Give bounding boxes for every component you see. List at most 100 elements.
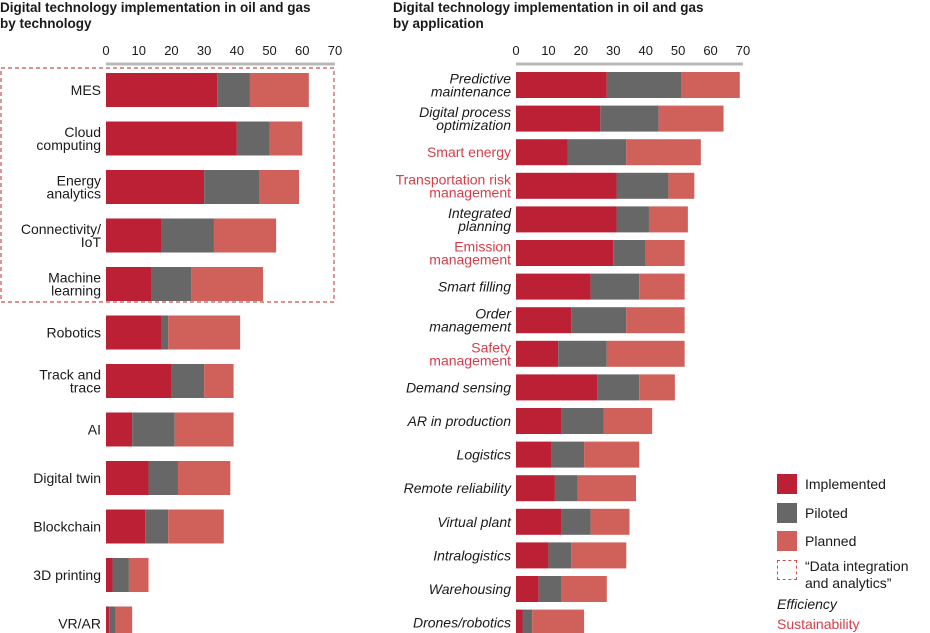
chart0-tick-label: 70 [328, 43, 342, 58]
legend-dashed-line-1: “Data integration [805, 558, 909, 574]
chart0-bar-planned [174, 412, 234, 447]
chart1-bar-piloted [522, 609, 533, 633]
chart1-bar-implemented [516, 340, 559, 367]
chart0-category-label: computing [36, 137, 101, 153]
chart1-category-label: Emission [454, 239, 511, 255]
chart0-bar-planned [168, 509, 224, 544]
chart1-category-label: Integrated [448, 205, 512, 221]
chart1-tick-label: 20 [574, 43, 588, 58]
chart1-bar-piloted [613, 240, 646, 266]
chart0-tick-label: 40 [230, 43, 244, 58]
chart0-tick-label: 50 [262, 43, 276, 58]
chart1-category-label: Logistics [457, 447, 511, 463]
chart1-category-label: management [429, 352, 511, 368]
legend-label-planned: Planned [805, 533, 857, 549]
legend-label-implemented: Implemented [805, 476, 886, 492]
chart0-category-label: MES [71, 82, 101, 98]
chart0-bar-implemented [106, 315, 162, 350]
chart0-bar-implemented [106, 73, 218, 107]
chart0-bar-piloted [109, 606, 116, 633]
chart1-bar-piloted [606, 72, 682, 98]
chart0-category-label: Energy [57, 173, 101, 189]
chart1-bar-implemented [516, 307, 572, 334]
legend-swatch-planned [777, 531, 797, 551]
chart0-bar-planned [249, 73, 309, 107]
chart0-bar-implemented [106, 121, 237, 156]
chart1-bar-implemented [516, 105, 601, 132]
right-chart-title: Digital technology implementation in oil… [393, 0, 704, 32]
chart1-bar-implemented [516, 609, 523, 633]
chart1-bar-implemented [516, 206, 617, 233]
chart0-bar-piloted [217, 73, 250, 107]
chart0-bar-piloted [161, 218, 214, 253]
chart0-bar-implemented [106, 412, 133, 447]
chart1-bar-implemented [516, 172, 617, 199]
chart1-bar-piloted [571, 307, 627, 334]
chart0-bar-planned [177, 461, 231, 495]
chart1-bar-implemented [516, 576, 539, 602]
chart1-bar-piloted [616, 206, 649, 233]
chart0-tick-label: 0 [102, 43, 109, 58]
chart0-bar-piloted [204, 170, 260, 204]
chart1-category-label: Transportation risk [396, 171, 512, 187]
chart1-category-label: Virtual plant [437, 514, 512, 530]
chart0-category-label: Connectivity/ [21, 221, 101, 237]
chart1-bar-implemented [516, 508, 562, 535]
chart0-bar-planned [168, 315, 241, 350]
chart1-bar-planned [532, 609, 585, 633]
chart0-bar-implemented [106, 218, 162, 253]
chart1-category-label: management [429, 252, 511, 268]
legend-efficiency: Efficiency [777, 596, 837, 612]
chart1-category-label: planning [457, 218, 511, 234]
chart0-tick-label: 60 [295, 43, 309, 58]
chart1-bar-planned [577, 475, 636, 502]
chart0-bar-implemented [106, 509, 146, 544]
chart0-bar-implemented [106, 606, 110, 633]
legend-dashed-line-2: and analytics” [805, 575, 892, 591]
chart1-bar-piloted [590, 273, 640, 300]
chart1-category-label: optimization [436, 117, 511, 133]
chart0-bar-planned [259, 170, 300, 204]
chart0-bar-implemented [106, 364, 172, 398]
chart0-bar-piloted [112, 558, 129, 592]
chart1-bar-planned [639, 273, 685, 300]
chart1-category-label: Order [475, 306, 512, 322]
left-title-line-1: Digital technology implementation in oil… [0, 0, 311, 15]
chart1-bar-planned [626, 307, 685, 334]
right-title-line-2: by application [393, 16, 484, 31]
chart1-bar-planned [658, 105, 724, 132]
chart1-bar-planned [668, 172, 695, 199]
chart1-category-label: Drones/robotics [413, 615, 511, 631]
chart1-tick-label: 70 [736, 43, 750, 58]
legend-swatch-piloted [777, 503, 797, 523]
legend-label-piloted: Piloted [805, 505, 848, 521]
chart1-bar-piloted [600, 105, 659, 132]
chart0-bar-implemented [106, 267, 152, 301]
chart1-category-label: Smart filling [438, 279, 511, 295]
chart1-bar-planned [648, 206, 688, 233]
chart1-tick-label: 30 [606, 43, 620, 58]
chart1-bar-piloted [538, 576, 562, 602]
chart0-category-label: AI [88, 422, 101, 438]
chart1-bar-planned [584, 441, 640, 468]
chart0-category-label: Robotics [47, 325, 101, 341]
chart1-category-label: Demand sensing [406, 379, 511, 395]
chart1-bar-piloted [567, 139, 627, 166]
legend-swatch-implemented [777, 474, 797, 494]
chart0-category-label: Blockchain [33, 519, 101, 535]
chart0-bar-piloted [148, 461, 178, 495]
chart0-bar-piloted [236, 121, 270, 156]
chart0-bar-implemented [106, 170, 205, 204]
chart1-category-label: Safety [471, 339, 511, 355]
chart1-tick-label: 50 [671, 43, 685, 58]
chart0-bar-implemented [106, 461, 149, 495]
chart1-bar-piloted [561, 508, 591, 535]
chart0-bar-implemented [106, 558, 113, 592]
chart0-bar-planned [115, 606, 133, 633]
chart0-tick-label: 30 [197, 43, 211, 58]
chart1-bar-implemented [516, 240, 614, 266]
chart1-bar-implemented [516, 441, 552, 468]
chart1-category-label: Predictive [450, 71, 512, 87]
chart1-bar-implemented [516, 374, 598, 401]
